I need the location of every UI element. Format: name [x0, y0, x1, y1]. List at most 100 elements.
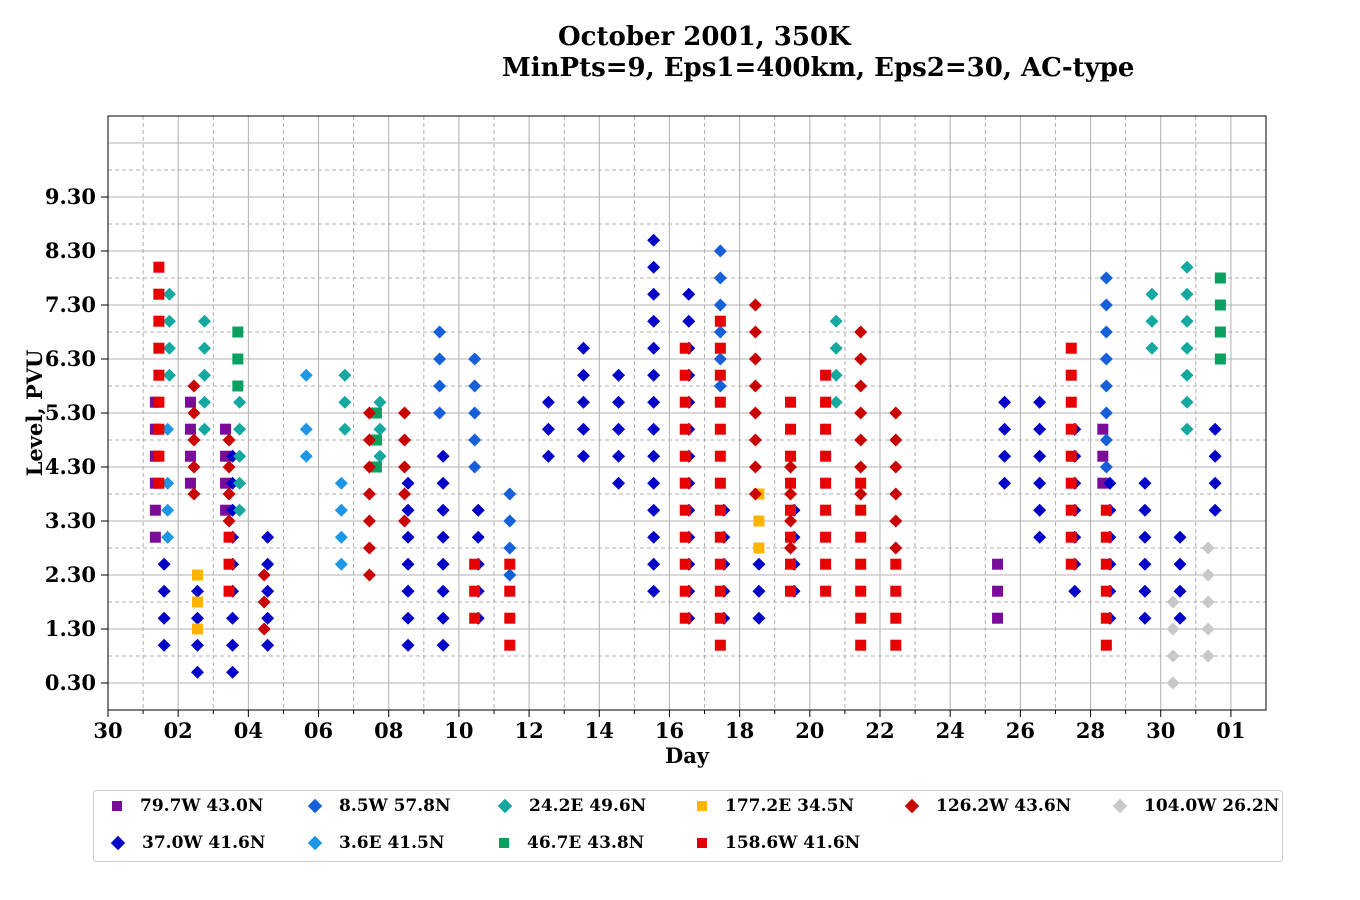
data-point [713, 325, 727, 339]
data-point [1097, 477, 1109, 489]
legend-marker [112, 801, 122, 811]
data-point [1099, 352, 1113, 366]
data-point [373, 449, 387, 463]
data-point [362, 433, 376, 447]
data-point [890, 585, 902, 597]
data-point [436, 503, 450, 517]
data-point [299, 422, 313, 436]
data-point [855, 477, 867, 489]
data-point [714, 396, 726, 408]
x-tick-label: 24 [936, 718, 965, 743]
data-point [1201, 622, 1215, 636]
data-point [468, 460, 482, 474]
data-point [714, 558, 726, 570]
data-point [436, 611, 450, 625]
data-point [820, 504, 832, 516]
data-point [541, 395, 555, 409]
y-tick-label: 4.30 [45, 454, 96, 479]
data-point [576, 395, 590, 409]
data-point [503, 487, 517, 501]
data-point [714, 477, 726, 489]
data-point [190, 584, 204, 598]
data-point [820, 450, 832, 462]
data-point [233, 476, 247, 490]
data-point [1208, 422, 1222, 436]
data-point [612, 476, 626, 490]
data-point [854, 433, 868, 447]
data-point [647, 530, 661, 544]
data-point [889, 514, 903, 528]
data-point [1180, 314, 1194, 328]
data-point [1166, 649, 1180, 663]
data-point [713, 271, 727, 285]
data-point [679, 531, 691, 543]
data-point [153, 342, 165, 354]
data-point [232, 380, 244, 392]
x-tick-label: 01 [1216, 718, 1245, 743]
data-point [1065, 531, 1077, 543]
data-point [647, 314, 661, 328]
data-point [433, 406, 447, 420]
data-point [612, 368, 626, 382]
data-point [401, 638, 415, 652]
data-point [401, 530, 415, 544]
data-point [1099, 271, 1113, 285]
x-axis-label: Day [665, 743, 710, 768]
data-point [1180, 395, 1194, 409]
data-point [233, 422, 247, 436]
legend-item: 8.5W 57.8N [307, 796, 451, 816]
data-point [647, 557, 661, 571]
data-point [226, 665, 240, 679]
data-point [784, 460, 798, 474]
data-point [785, 450, 797, 462]
data-point [1099, 325, 1113, 339]
data-point [233, 503, 247, 517]
data-point [257, 595, 271, 609]
data-point [785, 396, 797, 408]
data-point [854, 379, 868, 393]
data-point [232, 326, 244, 338]
data-point [1033, 476, 1047, 490]
data-point [362, 460, 376, 474]
data-point [829, 341, 843, 355]
x-tick-label: 04 [234, 718, 263, 743]
data-point [714, 423, 726, 435]
data-point [785, 558, 797, 570]
data-point [714, 369, 726, 381]
data-point [1201, 649, 1215, 663]
data-point [190, 611, 204, 625]
data-point [785, 477, 797, 489]
data-point [370, 461, 382, 473]
data-point [1180, 341, 1194, 355]
data-point [233, 449, 247, 463]
data-point [261, 584, 275, 598]
data-point [752, 584, 766, 598]
data-point [469, 612, 481, 624]
data-point [679, 369, 691, 381]
data-point [161, 476, 175, 490]
data-point [398, 460, 412, 474]
data-point [1173, 611, 1187, 625]
chart-title-line2: MinPts=9, Eps1=400km, Eps2=30, AC-type [502, 53, 1135, 83]
data-point [854, 352, 868, 366]
legend-marker [697, 801, 707, 811]
data-point [334, 503, 348, 517]
data-point [1065, 369, 1077, 381]
data-point [187, 406, 201, 420]
data-point [1214, 272, 1226, 284]
data-point [647, 260, 661, 274]
data-point [334, 557, 348, 571]
data-point [433, 352, 447, 366]
data-point [153, 369, 165, 381]
legend-marker [110, 835, 126, 851]
legend-item: 46.7E 43.8N [499, 833, 644, 853]
data-point [752, 557, 766, 571]
data-point [748, 460, 762, 474]
data-point [223, 558, 235, 570]
data-point [785, 531, 797, 543]
data-point [1068, 584, 1082, 598]
legend-label: 24.2E 49.6N [529, 796, 647, 816]
data-point [468, 379, 482, 393]
data-point [679, 612, 691, 624]
data-point [1138, 503, 1152, 517]
